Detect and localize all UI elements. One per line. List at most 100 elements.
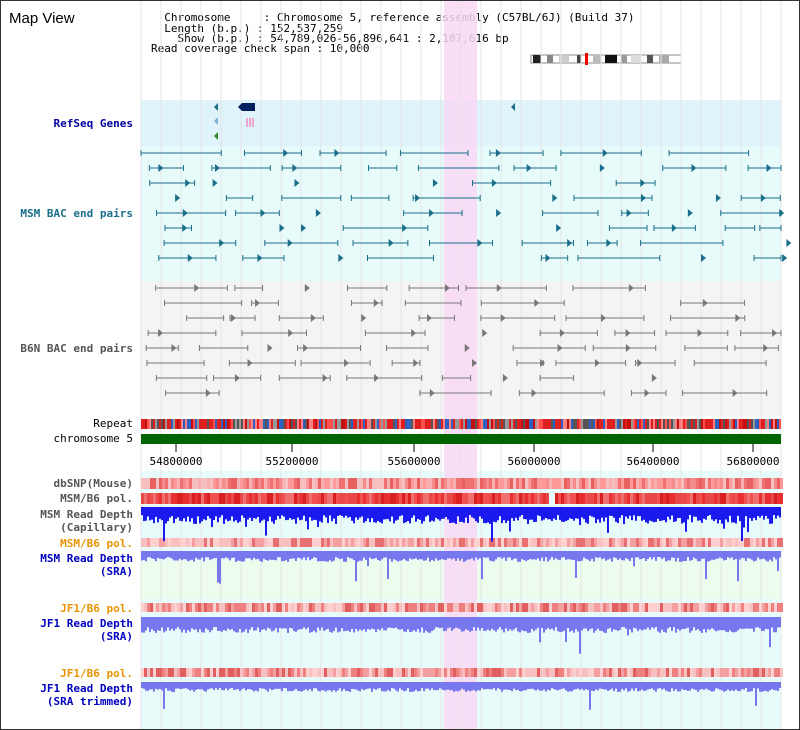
jf1-depth-sra-bar <box>173 617 175 631</box>
jf1-b6-pol-cell <box>519 603 522 612</box>
track-label-refseq[interactable]: RefSeq Genes <box>53 117 133 130</box>
msm-bac-pair-arrow <box>182 209 188 217</box>
msm-depth-sra-bar <box>293 551 295 559</box>
msm-depth-sra-bar <box>493 551 495 562</box>
jf1-b6-pol-cell <box>576 603 579 612</box>
repeat-segment <box>653 419 655 429</box>
repeat-segment <box>551 419 553 429</box>
track-label-b6n-bac[interactable]: B6N BAC end pairs <box>20 342 133 355</box>
msm-b6-pol-sra-cell <box>717 538 720 547</box>
jf1-depth-sra-bar <box>427 617 429 633</box>
track-label-msm-b6-pol[interactable]: MSM/B6 pol. <box>60 492 133 505</box>
msm-depth-capillary-bar <box>373 507 375 523</box>
jf1-depth-sra-bar <box>709 617 711 630</box>
msm-depth-capillary-bar <box>451 507 453 523</box>
msm-depth-capillary-bar <box>575 507 577 519</box>
msm-b6-pol-cell <box>510 493 513 504</box>
repeat-segment <box>233 419 235 429</box>
msm-b6-pol-sra-cell <box>228 538 231 547</box>
track-label-dbsnp[interactable]: dbSNP(Mouse) <box>53 477 133 490</box>
msm-depth-capillary-bar <box>317 507 319 528</box>
msm-depth-capillary-bar <box>593 507 595 518</box>
msm-depth-sra-bar <box>187 551 189 562</box>
jf1-depth-trimmed-bar <box>551 682 553 689</box>
msm-b6-pol-sra-cell <box>363 538 366 547</box>
jf1-b6-pol-trimmed-cell <box>177 668 180 677</box>
jf1-depth-trimmed-bar <box>723 682 725 692</box>
jf1-depth-trimmed-bar <box>159 682 161 689</box>
repeat-segment <box>607 419 609 429</box>
jf1-depth-trimmed-bar <box>689 682 691 691</box>
msm-depth-sra-bar <box>177 551 179 561</box>
jf1-depth-sra-bar <box>351 617 353 629</box>
track-label-msm-depth-sra[interactable]: MSM Read Depth <box>40 552 133 565</box>
msm-b6-pol-cell <box>360 493 363 504</box>
jf1-depth-trimmed-bar <box>741 682 743 690</box>
msm-depth-sra-bar <box>459 551 461 561</box>
msm-depth-sra-bar <box>153 551 155 559</box>
jf1-depth-sra-bar <box>227 617 229 629</box>
repeat-segment <box>661 419 663 429</box>
msm-b6-pol-cell <box>744 493 747 504</box>
jf1-depth-sra-bar <box>369 617 371 630</box>
msm-depth-sra-bar <box>217 551 219 583</box>
msm-depth-capillary-bar <box>563 507 565 522</box>
jf1-depth-trimmed-bar <box>307 682 309 691</box>
jf1-b6-pol-trimmed-cell <box>213 668 216 677</box>
msm-depth-capillary-bar <box>191 507 193 519</box>
msm-depth-sra-bar <box>629 551 631 561</box>
repeat-segment <box>467 419 469 429</box>
dbsnp-cell <box>666 478 669 489</box>
repeat-segment <box>777 419 779 429</box>
track-label-jf1-b6-pol-trimmed[interactable]: JF1/B6 pol. <box>60 667 133 680</box>
msm-b6-pol-sra-cell <box>141 538 144 547</box>
msm-b6-pol-cell <box>447 493 450 504</box>
msm-depth-capillary-bar <box>153 507 155 524</box>
msm-depth-capillary-bar <box>357 507 359 520</box>
repeat-segment <box>225 419 227 429</box>
jf1-depth-trimmed-bar <box>375 682 377 690</box>
repeat-segment <box>193 419 195 429</box>
jf1-depth-trimmed-bar <box>581 682 583 689</box>
track-label-msm-bac[interactable]: MSM BAC end pairs <box>20 207 133 220</box>
jf1-depth-trimmed-bar <box>707 682 709 690</box>
msm-depth-capillary-bar <box>613 507 615 518</box>
jf1-depth-sra-bar <box>749 617 751 629</box>
msm-b6-pol-sra-cell <box>411 538 414 547</box>
msm-b6-pol-cell <box>627 493 630 504</box>
jf1-depth-trimmed-bar <box>359 682 361 692</box>
msm-b6-pol-sra-cell <box>201 538 204 547</box>
track-label-jf1-depth-trimmed[interactable]: JF1 Read Depth <box>40 682 133 695</box>
repeat-segment <box>557 419 559 429</box>
track-label-msm-depth-capillary[interactable]: MSM Read Depth <box>40 508 133 521</box>
msm-b6-pol-cell <box>144 493 147 504</box>
jf1-depth-sra-bar <box>197 617 199 633</box>
msm-depth-capillary-bar <box>707 507 709 516</box>
msm-b6-pol-cell <box>534 493 537 504</box>
jf1-b6-pol-trimmed-cell <box>219 668 222 677</box>
jf1-depth-sra-bar <box>669 617 671 628</box>
axis-tick-label: 54800000 <box>149 455 203 468</box>
dbsnp-cell <box>585 478 588 489</box>
jf1-depth-sra-bar <box>251 617 253 628</box>
msm-depth-sra-bar <box>501 551 503 559</box>
jf1-depth-sra-bar <box>429 617 431 633</box>
track-label-jf1-b6-pol[interactable]: JF1/B6 pol. <box>60 602 133 615</box>
msm-depth-capillary-bar <box>405 507 407 523</box>
jf1-depth-trimmed-bar <box>763 682 765 692</box>
msm-depth-sra-bar <box>649 551 651 558</box>
msm-b6-pol-sra-cell <box>504 538 507 547</box>
dbsnp-cell <box>306 478 309 489</box>
track-label-jf1-depth-sra[interactable]: JF1 Read Depth <box>40 617 133 630</box>
msm-depth-sra-bar <box>763 551 765 559</box>
msm-depth-capillary-bar <box>771 507 773 524</box>
jf1-b6-pol-trimmed-cell <box>156 668 159 677</box>
msm-b6-pol-sra-cell <box>366 538 369 547</box>
jf1-depth-sra-bar <box>425 617 427 631</box>
repeat-segment <box>717 419 719 429</box>
msm-depth-sra-bar <box>271 551 273 560</box>
track-label-msm-b6-pol-sra[interactable]: MSM/B6 pol. <box>60 537 133 550</box>
jf1-b6-pol-cell <box>777 603 780 612</box>
msm-depth-capillary-bar <box>413 507 415 516</box>
